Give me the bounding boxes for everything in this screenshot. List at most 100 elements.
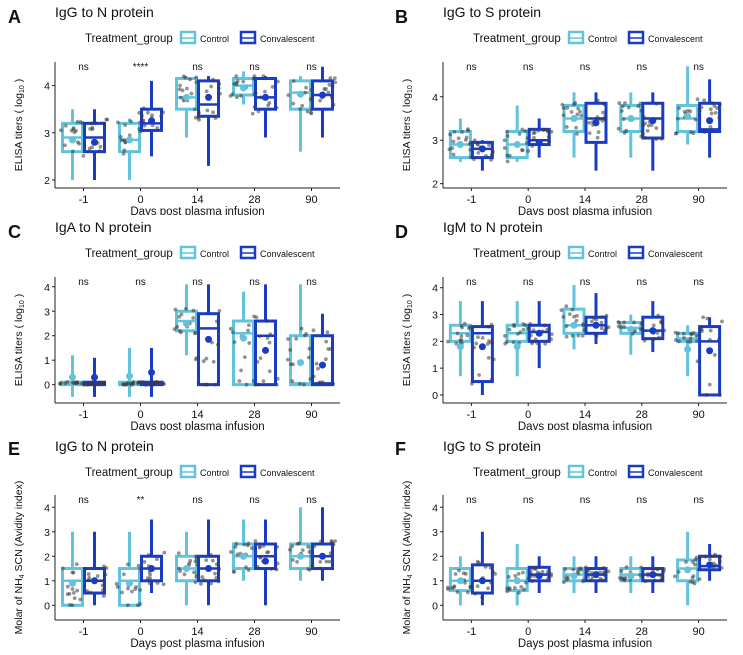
box-convalescent-28 [250, 74, 280, 138]
jitter-point [470, 381, 474, 386]
jitter-point [673, 330, 678, 335]
jitter-point [204, 89, 209, 94]
jitter-point [477, 373, 482, 377]
box-control-28 [228, 291, 259, 387]
box-control--1 [447, 118, 473, 162]
jitter-point [298, 381, 302, 386]
jitter-point [333, 539, 337, 544]
jitter-point [147, 581, 152, 586]
jitter-point [452, 584, 457, 589]
jitter-point [465, 333, 470, 338]
jitter-point [200, 575, 205, 579]
panel-label: C [8, 222, 21, 242]
box-convalescent-14 [193, 519, 222, 606]
jitter-point [589, 577, 594, 582]
jitter-point [602, 328, 607, 333]
mean-point [126, 136, 133, 144]
jitter-point [561, 580, 566, 584]
jitter-point [697, 108, 702, 113]
y-axis-title-part: 10 [407, 300, 414, 308]
mean-point [535, 572, 543, 580]
jitter-point [101, 121, 106, 126]
jitter-point [513, 574, 518, 578]
jitter-point [703, 554, 708, 559]
panel-label: E [8, 439, 20, 459]
jitter-point [253, 539, 258, 543]
jitter-point [86, 382, 91, 387]
jitter-point [476, 150, 481, 155]
jitter-point [244, 382, 249, 387]
box-convalescent-0 [136, 347, 166, 397]
jitter-point [541, 128, 546, 133]
y-tick-label: 2 [44, 175, 50, 187]
jitter-point [595, 98, 600, 103]
jitter-point [325, 330, 330, 335]
jitter-point [528, 570, 533, 575]
jitter-point [300, 548, 305, 553]
y-tick-label: 4 [44, 282, 50, 294]
jitter-point [68, 602, 72, 607]
jitter-point [138, 566, 142, 571]
jitter-point [318, 380, 322, 385]
jitter-point [682, 335, 686, 340]
y-tick-label: 0 [44, 380, 50, 392]
y-tick-label: 4 [44, 502, 50, 514]
jitter-point [471, 157, 476, 162]
x-tick-label: 14 [579, 626, 591, 638]
jitter-point [124, 382, 129, 387]
jitter-point [316, 366, 320, 371]
jitter-point [290, 379, 295, 384]
jitter-point [528, 322, 533, 326]
jitter-point [75, 120, 80, 124]
mean-point [649, 327, 657, 335]
jitter-point [153, 380, 158, 384]
jitter-point [475, 584, 480, 588]
jitter-point [179, 312, 184, 317]
jitter-point [599, 320, 604, 325]
jitter-point [249, 546, 254, 551]
jitter-point [291, 101, 296, 106]
jitter-point [531, 328, 536, 333]
jitter-point [311, 328, 316, 333]
mean-point [297, 90, 304, 98]
jitter-point [472, 345, 476, 350]
mean-point [148, 368, 155, 376]
jitter-point [122, 148, 127, 153]
jitter-point [267, 369, 272, 374]
jitter-point [233, 544, 238, 549]
y-axis-title-part: 10 [407, 85, 414, 93]
mean-point [535, 329, 543, 337]
mean-point [183, 319, 190, 327]
jitter-point [312, 544, 317, 549]
y-axis-title-part: Molar of NH [13, 578, 25, 634]
jitter-point [232, 569, 236, 574]
jitter-point [141, 106, 146, 111]
jitter-point [713, 552, 718, 557]
jitter-point [192, 570, 196, 575]
jitter-point [486, 324, 491, 329]
jitter-point [275, 544, 280, 549]
jitter-point [549, 332, 554, 337]
legend-label: Convalescent [260, 468, 315, 478]
jitter-point [515, 331, 520, 336]
jitter-point [502, 146, 507, 150]
jitter-point [675, 116, 680, 121]
jitter-point [473, 591, 477, 596]
jitter-point [578, 109, 582, 114]
jitter-point [211, 110, 215, 115]
significance-label: ns [466, 62, 477, 73]
jitter-point [559, 308, 564, 312]
x-tick-label: 28 [636, 626, 648, 638]
jitter-point [267, 340, 272, 345]
mean-point [592, 119, 600, 127]
x-axis-title: Days post plasma infusion [518, 206, 652, 215]
jitter-point [90, 127, 95, 132]
jitter-point [655, 331, 660, 335]
significance-label: ns [249, 62, 260, 73]
jitter-point [523, 580, 528, 585]
panel-title: IgG to N protein [55, 4, 154, 20]
y-axis-title-part: ) [401, 79, 413, 85]
jitter-point [211, 359, 216, 364]
jitter-point [318, 566, 323, 571]
jitter-point [520, 570, 525, 575]
